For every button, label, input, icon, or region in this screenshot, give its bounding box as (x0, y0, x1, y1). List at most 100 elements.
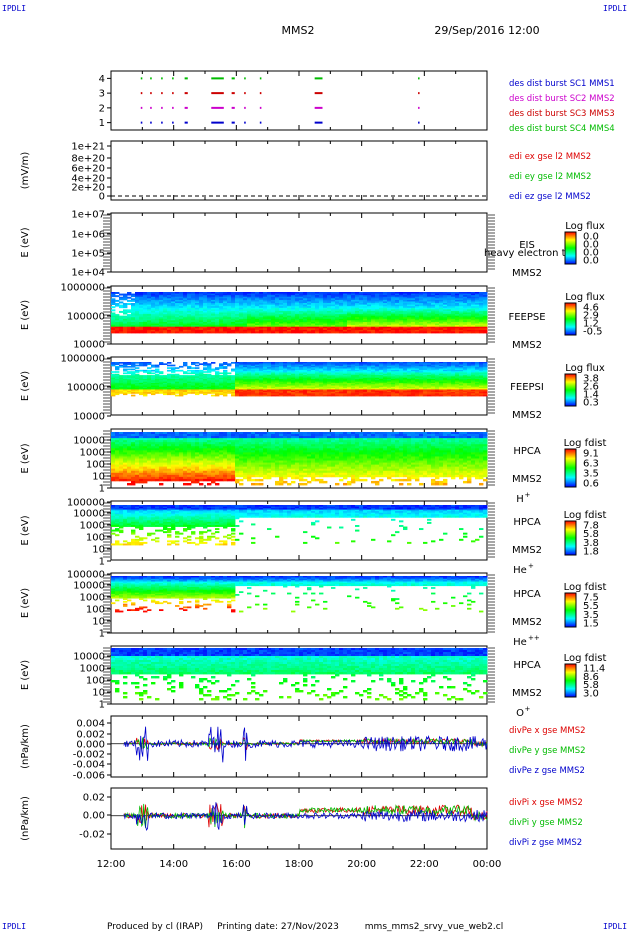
feepse-cell (359, 298, 364, 301)
feepsi-cell (343, 382, 348, 385)
eis-colorbar (564, 231, 577, 265)
feepsi-cell (351, 392, 356, 394)
feepse-cell (283, 315, 288, 318)
feepse-cell (311, 314, 316, 317)
feepsi-cell (211, 394, 216, 397)
feepse-cell (483, 309, 488, 312)
feepsi-cell (231, 381, 236, 384)
feepsi-cell (143, 394, 148, 397)
feepse-cell (387, 320, 392, 323)
feepsi-cell (439, 382, 444, 385)
feepsi-cell (427, 363, 432, 366)
feepse-cell (303, 321, 308, 324)
feepsi-cell (203, 363, 208, 366)
feepse-cell (267, 331, 272, 334)
feepsi-cell (439, 363, 444, 366)
feepse-cell (127, 320, 132, 323)
feepsi-cell (239, 362, 244, 364)
feepse-cell (251, 301, 256, 304)
feepsi-cell (295, 379, 300, 381)
feepsi-cell (279, 390, 284, 393)
feepsi-cell (275, 364, 280, 367)
feepsi-cell (387, 371, 392, 373)
feepse-cell (479, 320, 484, 323)
feepse-cell (267, 293, 272, 296)
feepsi-cell (423, 385, 428, 388)
feepse-cell (323, 329, 328, 332)
feepse-cell (191, 323, 196, 326)
feepsi-cell (347, 384, 352, 386)
feepsi-cell (331, 393, 336, 396)
feepse-cell (463, 328, 468, 331)
feepsi-cell (115, 368, 120, 371)
feepsi-cell (263, 376, 268, 379)
feepse-cell (395, 315, 400, 318)
feepse-cell (447, 312, 452, 315)
feepsi-cell (327, 372, 332, 375)
feepsi-cell (467, 394, 472, 397)
feepse-cell (131, 306, 136, 309)
feepse-cell (171, 295, 176, 298)
feepse-cell (371, 331, 376, 334)
feepsi-cell (323, 377, 328, 380)
feepse-cell (327, 296, 332, 299)
feepse-cell (231, 317, 236, 320)
feepsi-cell (219, 363, 224, 366)
feepsi-cell (299, 392, 304, 394)
feepsi-cell (155, 365, 160, 368)
feepse-cell (207, 309, 212, 312)
feepsi-cell (283, 377, 288, 380)
feepsi-cell (415, 385, 420, 388)
feepse-cell (267, 307, 272, 310)
feepse-cell (395, 312, 400, 315)
feepsi-cell (355, 386, 360, 389)
feepsi-cell (275, 394, 280, 397)
feepse-cell (315, 299, 320, 302)
feepse-cell (403, 307, 408, 310)
feepse-cell (167, 310, 172, 313)
feepse-cell (171, 325, 176, 328)
feepse-cell (255, 301, 260, 304)
feepsi-cell (455, 392, 460, 394)
feepse-cell (155, 296, 160, 299)
feepsi-cell (307, 389, 312, 392)
feepse-cell (455, 326, 460, 329)
feepsi-cell (435, 379, 440, 381)
feepse-cell (451, 295, 456, 298)
feepsi-cell (359, 373, 364, 376)
feepse-cell (207, 293, 212, 296)
feepsi-cell (443, 384, 448, 386)
feepsi-cell (259, 392, 264, 394)
feepse-cell (267, 325, 272, 328)
feepse-cell (175, 298, 180, 301)
feepse-cell (183, 326, 188, 329)
feepse-cell (335, 299, 340, 302)
feepse-cell (291, 306, 296, 309)
feepse-cell (223, 315, 228, 318)
feepse-cell (435, 323, 440, 326)
feepse-cell (383, 298, 388, 301)
feepsi-cell (111, 380, 116, 383)
feepsi-cell (231, 376, 236, 379)
feepsi-cell (259, 385, 264, 388)
feepsi-cell (463, 390, 468, 393)
feepsi-cell (179, 380, 184, 383)
feepsi-cell (479, 388, 484, 390)
feepse-cell (403, 301, 408, 304)
feepse-cell (199, 310, 204, 313)
feepse-cell (363, 331, 368, 334)
feepsi-cell (347, 376, 352, 379)
feepse-cell (295, 315, 300, 318)
feepse-cell (311, 326, 316, 329)
feepsi-cell (303, 386, 308, 389)
feepse-cell (175, 328, 180, 331)
feepse-cell (331, 318, 336, 321)
feepse-cell (267, 303, 272, 306)
feepse-cell (439, 296, 444, 299)
feepsi-cell (347, 386, 352, 389)
feepsi-cell (347, 394, 352, 397)
feepse-cell (347, 293, 352, 296)
feepse-cell (403, 325, 408, 328)
feepsi-cell (115, 376, 120, 379)
feepse-cell (263, 318, 268, 321)
